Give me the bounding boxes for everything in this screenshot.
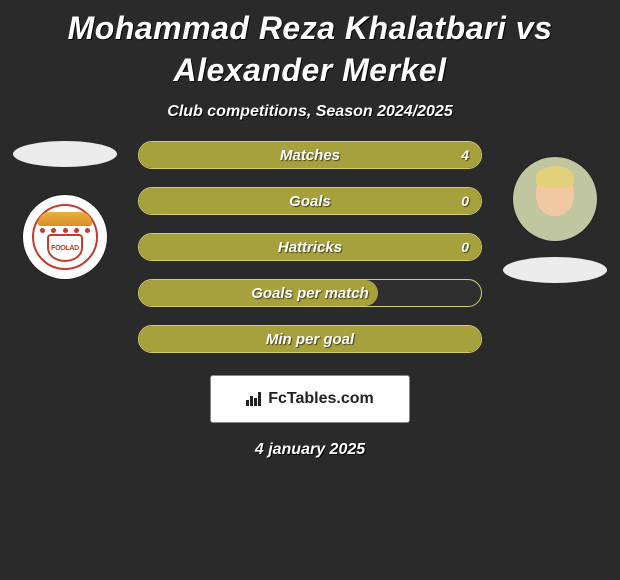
stat-value: 0 — [461, 234, 469, 260]
subtitle: Club competitions, Season 2024/2025 — [0, 103, 620, 121]
club-crest-icon: FOOLAD — [32, 204, 98, 270]
player-left-avatar: FOOLAD — [23, 195, 107, 279]
brand-box[interactable]: FcTables.com — [210, 375, 410, 423]
stat-row: Goals0 — [138, 187, 482, 215]
stat-row: Min per goal — [138, 325, 482, 353]
stat-label: Hattricks — [139, 234, 481, 260]
date-line: 4 january 2025 — [0, 441, 620, 459]
player-right — [500, 141, 610, 283]
stat-value: 0 — [461, 188, 469, 214]
stat-label: Matches — [139, 142, 481, 168]
player-right-avatar — [513, 157, 597, 241]
stat-value: 4 — [461, 142, 469, 168]
stat-label: Goals per match — [139, 280, 481, 306]
page-title: Mohammad Reza Khalatbari vs Alexander Me… — [0, 0, 620, 95]
stat-label: Min per goal — [139, 326, 481, 352]
stat-label: Goals — [139, 188, 481, 214]
chart-icon — [246, 392, 264, 406]
stat-row: Hattricks0 — [138, 233, 482, 261]
stat-row: Goals per match — [138, 279, 482, 307]
stat-row: Matches4 — [138, 141, 482, 169]
player-left-name-pill — [13, 141, 117, 167]
player-left: FOOLAD — [10, 141, 120, 279]
stats-list: Matches4Goals0Hattricks0Goals per matchM… — [138, 141, 482, 353]
comparison-panel: FOOLAD Matches4Goals0Hattricks0Goals per… — [0, 141, 620, 353]
brand-text: FcTables.com — [268, 390, 374, 408]
player-right-name-pill — [503, 257, 607, 283]
